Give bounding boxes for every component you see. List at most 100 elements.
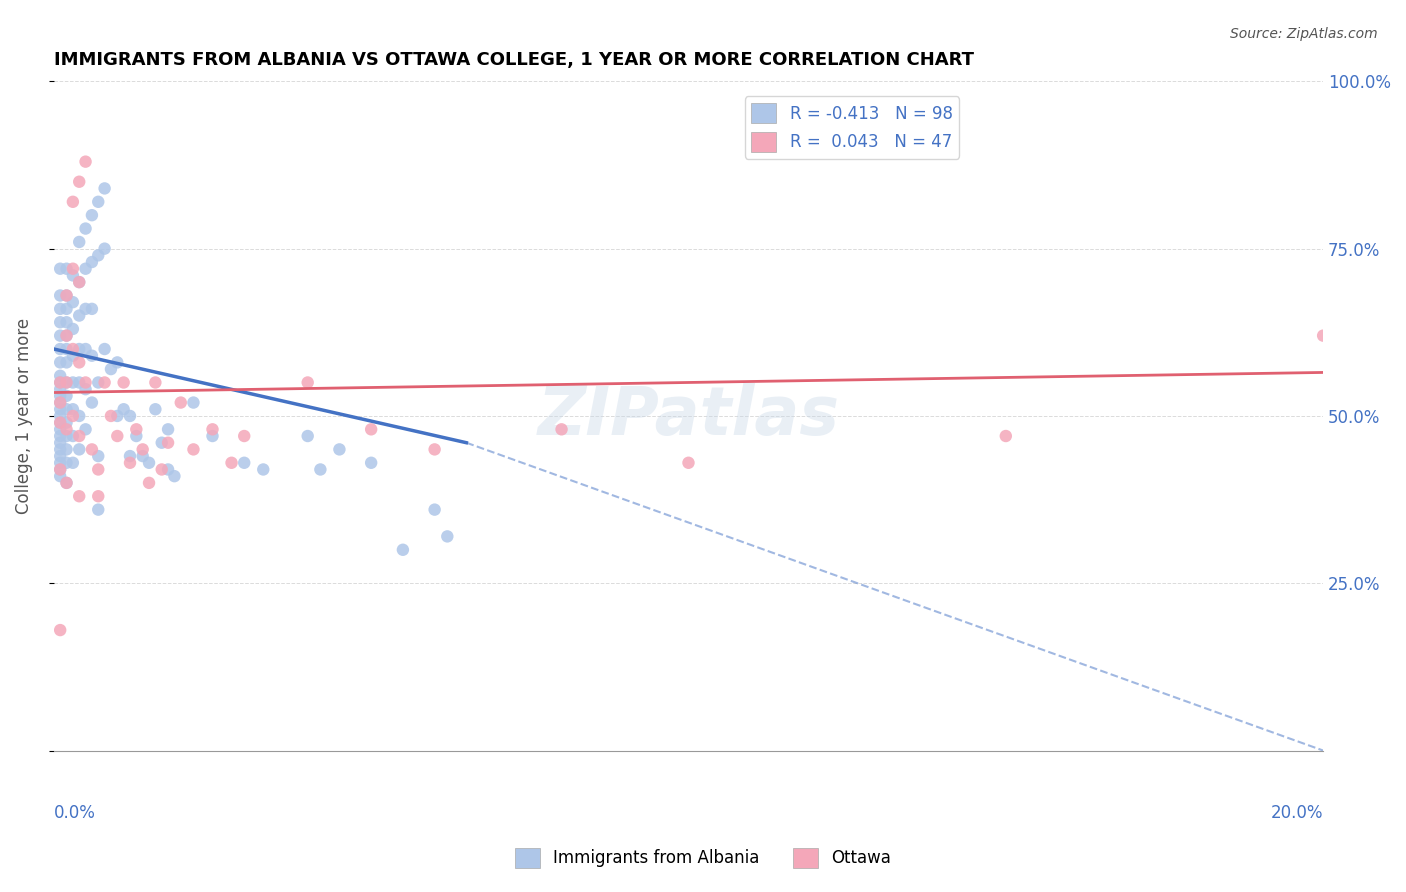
Point — [67, 489, 90, 503]
Point — [309, 462, 332, 476]
Point — [49, 395, 72, 409]
Point — [75, 221, 97, 235]
Point — [100, 409, 122, 423]
Point — [360, 422, 382, 436]
Point — [67, 342, 90, 356]
Point — [49, 422, 72, 436]
Point — [49, 376, 72, 390]
Point — [87, 376, 110, 390]
Point — [55, 288, 77, 302]
Point — [67, 442, 90, 457]
Point — [67, 175, 90, 189]
Point — [75, 261, 97, 276]
Point — [145, 402, 167, 417]
Point — [55, 288, 77, 302]
Point — [49, 462, 72, 476]
Point — [55, 355, 77, 369]
Point — [62, 376, 84, 390]
Point — [49, 389, 72, 403]
Point — [55, 422, 77, 436]
Point — [75, 376, 97, 390]
Point — [55, 301, 77, 316]
Point — [392, 542, 415, 557]
Point — [87, 502, 110, 516]
Point — [62, 456, 84, 470]
Point — [55, 475, 77, 490]
Point — [67, 409, 90, 423]
Point — [75, 154, 97, 169]
Point — [55, 456, 77, 470]
Point — [49, 261, 72, 276]
Point — [297, 429, 319, 443]
Point — [55, 376, 77, 390]
Text: 20.0%: 20.0% — [1271, 804, 1323, 822]
Point — [55, 429, 77, 443]
Point — [49, 462, 72, 476]
Point — [49, 429, 72, 443]
Point — [49, 368, 72, 383]
Point — [49, 376, 72, 390]
Point — [233, 456, 256, 470]
Point — [55, 402, 77, 417]
Text: Source: ZipAtlas.com: Source: ZipAtlas.com — [1230, 27, 1378, 41]
Point — [55, 475, 77, 490]
Point — [150, 435, 173, 450]
Point — [62, 429, 84, 443]
Point — [150, 462, 173, 476]
Point — [49, 416, 72, 430]
Point — [328, 442, 350, 457]
Point — [93, 181, 115, 195]
Point — [163, 469, 186, 483]
Point — [201, 429, 224, 443]
Point — [297, 376, 319, 390]
Point — [118, 449, 141, 463]
Point — [93, 242, 115, 256]
Point — [157, 422, 180, 436]
Point — [62, 409, 84, 423]
Point — [145, 376, 167, 390]
Point — [436, 529, 458, 543]
Point — [360, 456, 382, 470]
Point — [183, 395, 205, 409]
Point — [233, 429, 256, 443]
Point — [100, 362, 122, 376]
Point — [62, 261, 84, 276]
Point — [67, 275, 90, 289]
Y-axis label: College, 1 year or more: College, 1 year or more — [15, 318, 32, 514]
Point — [49, 328, 72, 343]
Point — [183, 442, 205, 457]
Point — [67, 429, 90, 443]
Point — [49, 449, 72, 463]
Point — [49, 395, 72, 409]
Point — [80, 395, 103, 409]
Point — [62, 402, 84, 417]
Point — [49, 435, 72, 450]
Point — [138, 456, 160, 470]
Legend: R = -0.413   N = 98, R =  0.043   N = 47: R = -0.413 N = 98, R = 0.043 N = 47 — [745, 96, 959, 159]
Point — [49, 469, 72, 483]
Point — [49, 416, 72, 430]
Point — [55, 442, 77, 457]
Point — [49, 402, 72, 417]
Point — [80, 255, 103, 269]
Point — [201, 422, 224, 436]
Point — [112, 402, 135, 417]
Point — [67, 355, 90, 369]
Point — [138, 475, 160, 490]
Point — [678, 456, 700, 470]
Point — [221, 456, 243, 470]
Point — [55, 328, 77, 343]
Point — [49, 409, 72, 423]
Point — [75, 422, 97, 436]
Point — [125, 422, 148, 436]
Point — [62, 194, 84, 209]
Point — [80, 442, 103, 457]
Point — [62, 268, 84, 283]
Point — [49, 315, 72, 329]
Point — [252, 462, 274, 476]
Point — [49, 442, 72, 457]
Point — [87, 194, 110, 209]
Point — [75, 382, 97, 396]
Point — [62, 342, 84, 356]
Point — [105, 355, 128, 369]
